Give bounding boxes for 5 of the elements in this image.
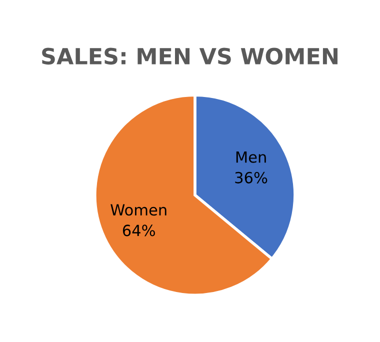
chart-title: SALES: MEN VS WOMEN [42, 48, 338, 65]
data-label: 36% [235, 172, 268, 184]
data-label: 64% [122, 224, 155, 236]
slice-label: Women [110, 204, 166, 216]
slice-label: Men [236, 151, 266, 163]
